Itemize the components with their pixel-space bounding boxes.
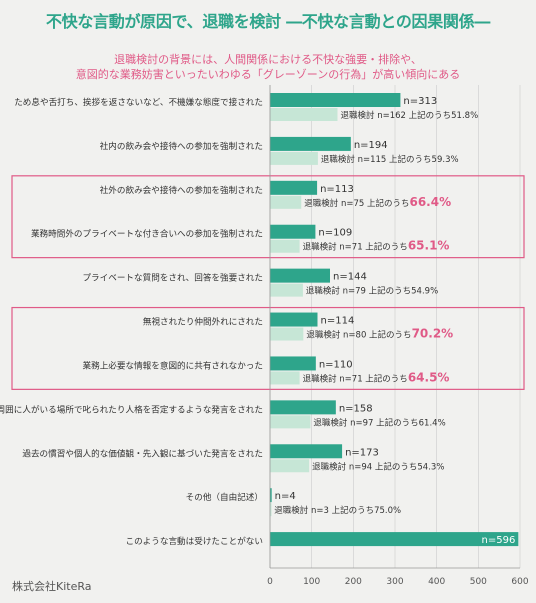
sub-bar [270,239,300,253]
total-bar-label: n=114 [321,316,355,327]
sub-bar-label: 退職検討 n=71 上記のうち64.5% [303,370,450,384]
total-bar-label: n=113 [320,184,354,195]
sub-bar-label: 退職検討 n=79 上記のうち54.9% [306,286,438,297]
total-bar [270,93,401,107]
total-bar [270,356,316,371]
total-bar [270,268,330,283]
sub-bar-label: 退職検討 n=94 上記のうち54.3% [312,461,444,472]
sub-bar [270,415,311,429]
total-bar-label: n=110 [319,359,353,370]
x-tick-label: 600 [511,577,528,587]
sub-bar [270,327,304,341]
total-bar [270,224,316,239]
sub-bar-label: 退職検討 n=80 上記のうち70.2% [306,327,453,341]
total-bar-label: n=173 [345,447,379,458]
x-tick-label: 500 [470,577,487,587]
sub-bar-label: 退職検討 n=115 上記のうち59.3% [321,154,459,165]
total-bar-label: n=4 [275,491,296,502]
total-bar-label: n=158 [339,403,373,414]
total-bar-label: n=109 [318,228,352,239]
sub-bar [270,108,338,121]
category-label: 社内の飲み会や接待への参加を強制された [100,140,263,152]
category-label: 社外の飲み会や接待への参加を強制された [100,184,263,196]
sub-bar-label: 退職検討 n=71 上記のうち65.1% [303,239,450,253]
page-title: 不快な言動が原因で、退職を検討 ―不快な言動との因果関係― [45,12,491,31]
category-label: プライベートな質問をされ、回答を強要された [82,272,263,284]
total-bar [270,488,272,503]
total-bar-label: n=194 [354,140,388,151]
category-label: ため息や舌打ち、挨拶を返さないなど、不機嫌な態度で接された [14,96,263,108]
subtitle-line-2: 意図的な業務妨害といったいわゆる「グレーゾーンの行為」が高い傾向にある [75,68,461,81]
total-bar-label: n=144 [333,272,367,283]
total-bar-label: n=596 [482,535,516,546]
company-name: 株式会社KiteRa [12,580,92,593]
x-tick-label: 100 [303,577,320,587]
page-subtitle: 退職検討の背景には、人間関係における不快な強要・排除や、 意図的な業務妨害といっ… [0,52,536,82]
highlight-box-1 [11,175,525,259]
total-bar [270,400,336,415]
total-bar [270,444,343,459]
category-label: 過去の慣習や個人的な価値観・先入観に基づいた発言をされた [22,447,263,459]
sub-bar [270,371,300,385]
total-bar-label: n=313 [403,96,437,107]
total-bar [270,180,318,195]
sub-bar [270,503,272,517]
sub-bar [270,283,303,297]
total-bar [270,532,519,547]
sub-bar-label: 退職検討 n=162 上記のうち51.8% [341,110,479,121]
subtitle-line-1: 退職検討の背景には、人間関係における不快な強要・排除や、 [114,53,422,66]
category-label: 周囲に人がいる場所で叱られたり人格を否定するような発言をされた [0,403,263,415]
category-label: 業務上必要な情報を意図的に共有されなかった [83,359,263,371]
category-label: その他（自由記述） [186,491,263,503]
sub-bar-label: 退職検討 n=3 上記のうち75.0% [274,505,401,516]
total-bar [270,312,318,327]
x-tick-label: 200 [345,577,362,587]
category-label: 業務時間外のプライベートな付き合いへの参加を強制された [31,228,263,240]
x-tick-label: 0 [267,577,273,587]
sub-bar-label: 退職検討 n=75 上記のうち66.4% [304,195,451,209]
category-label: このような言動は受けたことがない [125,535,263,547]
sub-bar-label: 退職検討 n=97 上記のうち61.4% [313,417,445,428]
sub-bar [270,459,310,473]
category-label: 無視されたり仲間外れにされた [143,316,263,328]
total-bar [270,136,351,151]
x-tick-label: 300 [386,577,403,587]
x-tick-label: 400 [428,577,445,587]
sub-bar [270,151,318,165]
highlight-box-2 [11,306,525,390]
sub-bar [270,195,302,209]
